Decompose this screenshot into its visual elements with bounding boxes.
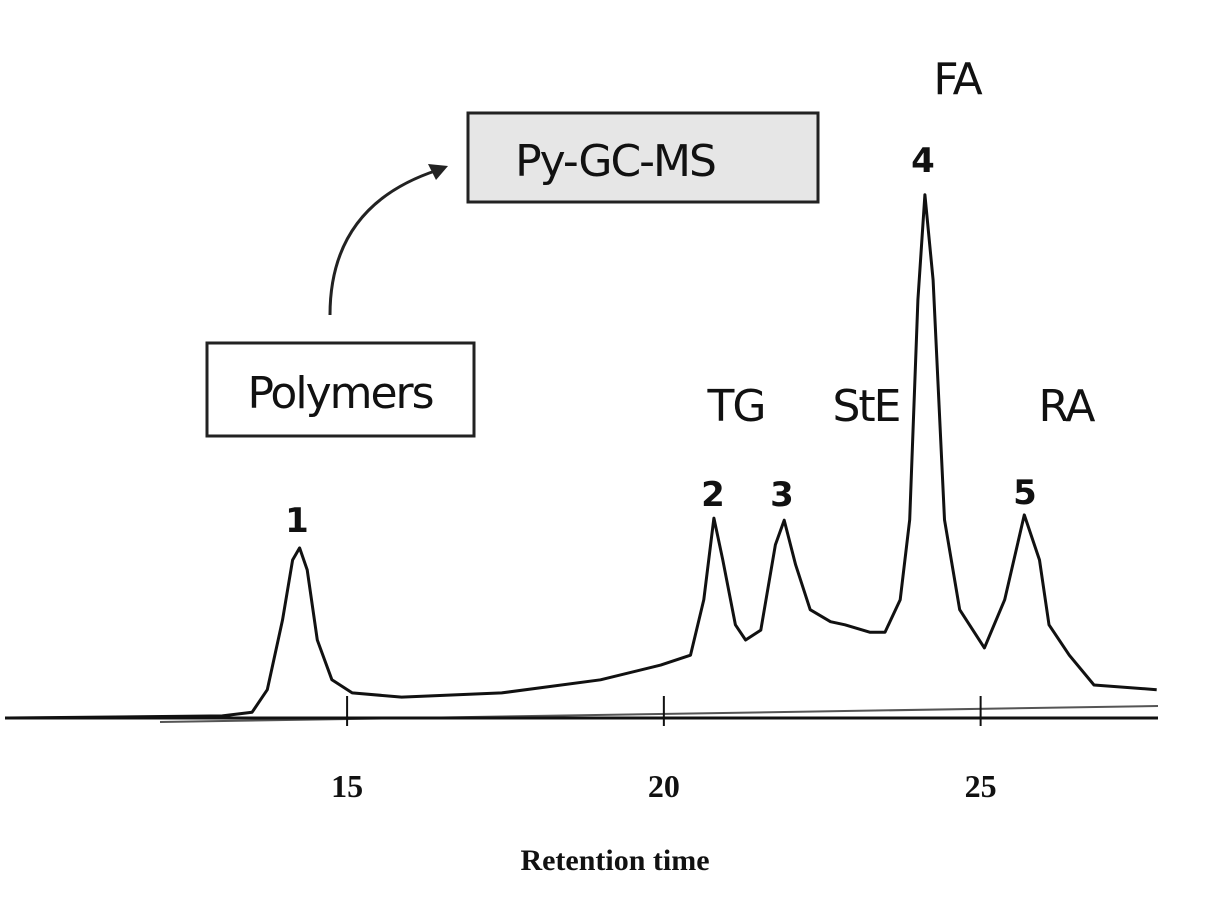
- annotation: 4: [911, 141, 935, 181]
- annotation: 1: [285, 501, 309, 541]
- annotation: Polymers: [247, 368, 432, 419]
- chromatogram-line: [8, 193, 1157, 720]
- annotation: RA: [1039, 381, 1096, 432]
- annotation: Py-GC-MS: [515, 136, 715, 187]
- annotation: StE: [833, 381, 900, 432]
- annotation: FA: [933, 54, 982, 105]
- x-tick-label: 25: [965, 768, 997, 804]
- arrow-head: [428, 164, 448, 180]
- x-tick-label: 20: [648, 768, 680, 804]
- annotation: 3: [770, 475, 794, 515]
- pygcms-box: [466, 111, 820, 204]
- annotation: 2: [701, 475, 725, 515]
- baseline: [159, 705, 1159, 723]
- x-axis-label: Retention time: [520, 844, 709, 877]
- annotation: TG: [707, 381, 765, 432]
- annotation: 5: [1013, 473, 1037, 513]
- polymers-box: [205, 341, 476, 438]
- arrow: [328, 168, 439, 316]
- x-tick-label: 15: [331, 768, 363, 804]
